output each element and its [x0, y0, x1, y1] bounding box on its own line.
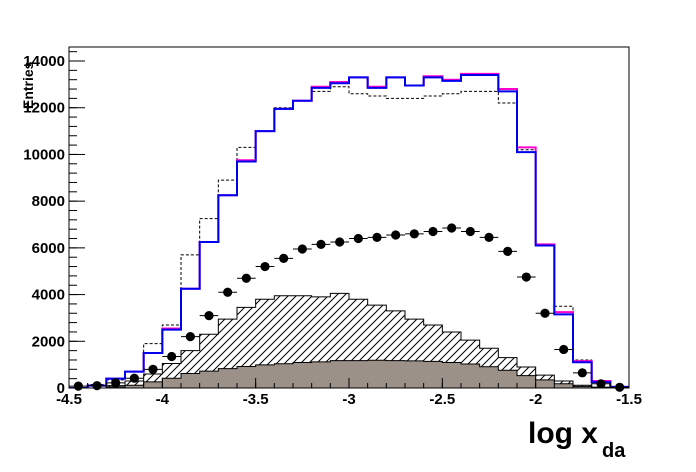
x-tick-label: -3 [342, 391, 355, 408]
data-point [465, 226, 475, 237]
blue-histogram-line [69, 74, 629, 388]
data-point [92, 381, 102, 391]
data-point [428, 226, 438, 237]
y-tick-label: 10000 [23, 146, 65, 163]
x-tick-label: -3.5 [243, 391, 269, 408]
y-tick-label: 8000 [32, 193, 65, 210]
data-point [335, 237, 345, 247]
y-tick-label: 6000 [32, 240, 65, 257]
data-point [148, 364, 158, 374]
data-point [129, 373, 139, 383]
data-point [167, 351, 177, 362]
data-point [185, 332, 195, 342]
data-point [596, 379, 606, 389]
data-point [279, 253, 289, 263]
data-point [372, 232, 382, 242]
data-point [353, 233, 363, 244]
y-tick-label: 12000 [23, 100, 65, 117]
data-point [73, 381, 83, 391]
data-point [111, 378, 121, 388]
y-axis-label: Entries [20, 61, 36, 109]
x-tick-label: -4.5 [56, 391, 82, 408]
x-axis-label: log x [528, 417, 598, 450]
data-point [521, 272, 531, 282]
y-tick-label: 4000 [32, 287, 65, 304]
x-tick-label: -4 [156, 391, 170, 408]
x-tick-label: -2.5 [429, 391, 455, 408]
data-point [316, 239, 326, 249]
data-point [241, 273, 251, 283]
data-point [409, 229, 419, 239]
x-tick-label: -1.5 [616, 391, 642, 408]
data-point [503, 246, 513, 256]
gray-histogram [69, 359, 629, 388]
data-point [577, 368, 587, 378]
y-tick-label: 0 [57, 380, 65, 397]
data-point [447, 223, 457, 233]
data-point [204, 310, 214, 321]
x-tick-label: -2 [529, 391, 542, 408]
x-axis-label-subscript: da [602, 440, 626, 462]
data-point [615, 382, 625, 392]
hatched-histogram [69, 292, 629, 388]
data-point [297, 244, 307, 254]
data-point [540, 308, 550, 318]
data-point [391, 230, 401, 240]
y-tick-label: 14000 [23, 53, 65, 70]
data-point [559, 344, 569, 355]
data-point [260, 261, 270, 272]
data-point [223, 287, 233, 297]
data-point [484, 232, 494, 242]
y-tick-label: 2000 [32, 333, 65, 350]
